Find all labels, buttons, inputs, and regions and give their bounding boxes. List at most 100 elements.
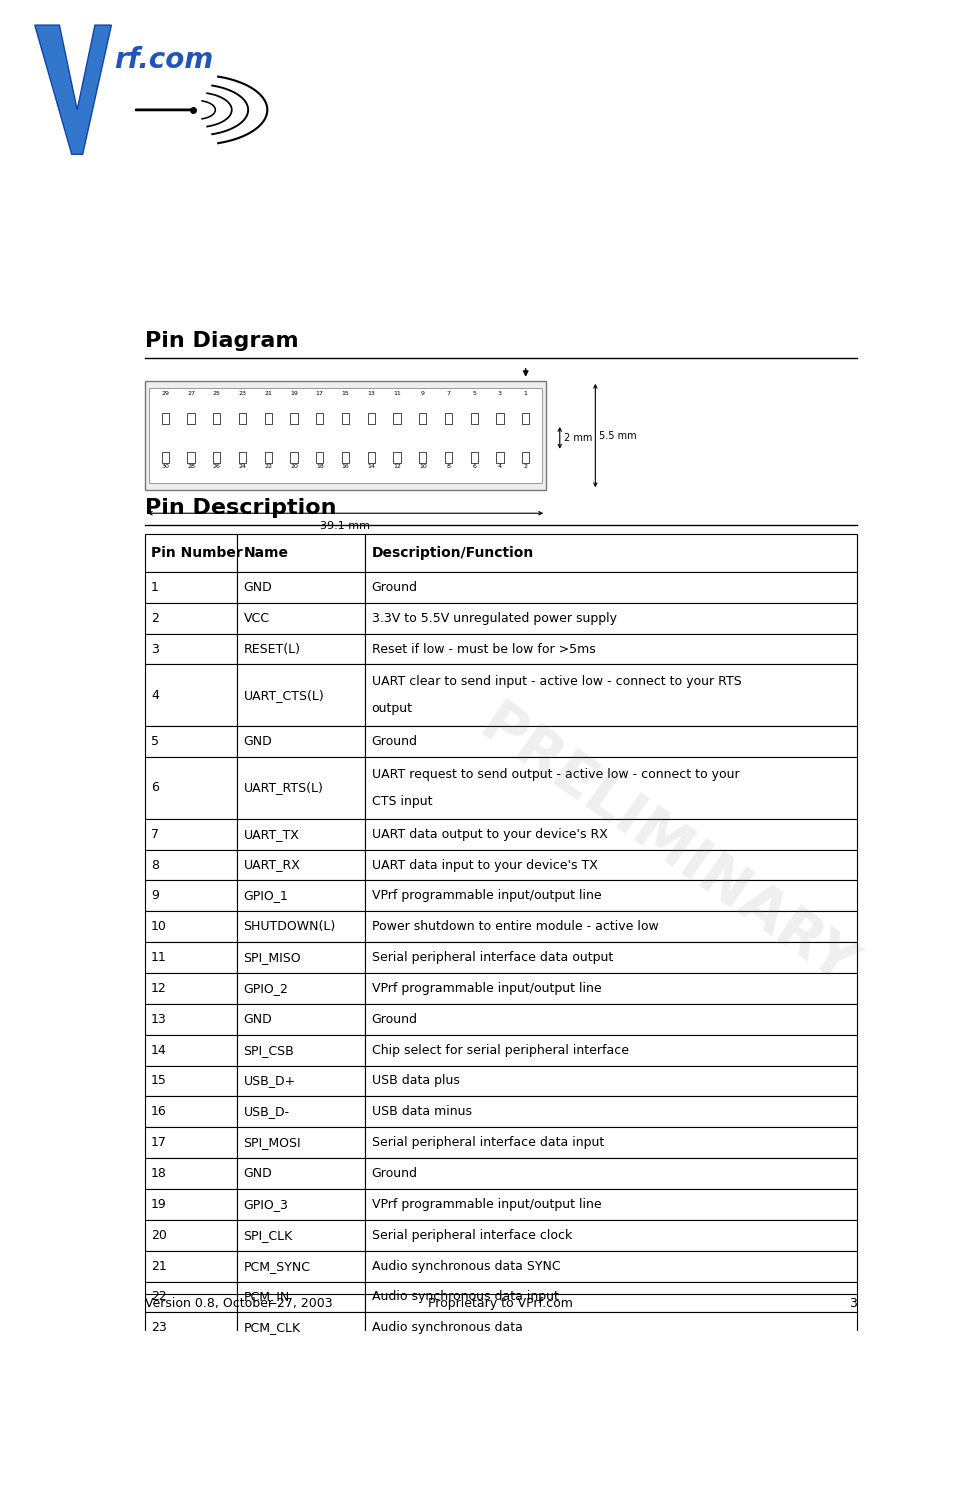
FancyBboxPatch shape: [237, 727, 365, 756]
FancyBboxPatch shape: [145, 819, 237, 849]
FancyBboxPatch shape: [365, 942, 857, 973]
Text: GPIO_1: GPIO_1: [243, 890, 288, 903]
Text: UART request to send output - active low - connect to your: UART request to send output - active low…: [371, 768, 740, 780]
FancyBboxPatch shape: [145, 1159, 237, 1189]
FancyBboxPatch shape: [365, 819, 857, 849]
FancyBboxPatch shape: [237, 881, 365, 912]
FancyBboxPatch shape: [365, 1189, 857, 1220]
Text: 21: 21: [150, 1260, 167, 1272]
Text: 23: 23: [238, 392, 246, 396]
Text: 17: 17: [316, 392, 323, 396]
Text: 3.3V to 5.5V unregulated power supply: 3.3V to 5.5V unregulated power supply: [371, 611, 616, 625]
FancyBboxPatch shape: [161, 413, 169, 425]
Text: 11: 11: [393, 392, 401, 396]
FancyBboxPatch shape: [237, 1220, 365, 1251]
Text: GND: GND: [243, 582, 273, 594]
Text: Serial peripheral interface data output: Serial peripheral interface data output: [371, 951, 613, 964]
FancyBboxPatch shape: [237, 756, 365, 819]
FancyBboxPatch shape: [522, 451, 530, 462]
Text: GND: GND: [243, 1012, 273, 1026]
FancyBboxPatch shape: [239, 451, 246, 462]
FancyBboxPatch shape: [365, 756, 857, 819]
Text: SPI_CLK: SPI_CLK: [243, 1229, 293, 1242]
Text: 19: 19: [290, 392, 298, 396]
FancyBboxPatch shape: [317, 451, 323, 462]
Text: 1: 1: [150, 582, 159, 594]
FancyBboxPatch shape: [365, 1313, 857, 1343]
Text: 16: 16: [342, 463, 350, 469]
Text: 7: 7: [150, 828, 159, 840]
Text: 22: 22: [150, 1290, 167, 1304]
FancyBboxPatch shape: [365, 602, 857, 634]
Text: 4: 4: [150, 689, 159, 701]
FancyBboxPatch shape: [145, 573, 237, 602]
Text: 20: 20: [150, 1229, 167, 1242]
FancyBboxPatch shape: [188, 451, 194, 462]
Text: 16: 16: [150, 1105, 167, 1118]
FancyBboxPatch shape: [367, 451, 375, 462]
Text: UART clear to send input - active low - connect to your RTS: UART clear to send input - active low - …: [371, 676, 742, 688]
FancyBboxPatch shape: [145, 1313, 237, 1343]
Text: RESET(L): RESET(L): [243, 643, 300, 656]
FancyBboxPatch shape: [145, 1003, 237, 1035]
FancyBboxPatch shape: [365, 1281, 857, 1313]
FancyBboxPatch shape: [145, 1281, 237, 1313]
Text: Chip select for serial peripheral interface: Chip select for serial peripheral interf…: [371, 1044, 628, 1057]
FancyBboxPatch shape: [365, 634, 857, 664]
Text: Audio synchronous data input: Audio synchronous data input: [371, 1290, 559, 1304]
FancyBboxPatch shape: [145, 534, 237, 573]
FancyBboxPatch shape: [419, 413, 426, 425]
FancyBboxPatch shape: [237, 1189, 365, 1220]
Text: 15: 15: [342, 392, 350, 396]
FancyBboxPatch shape: [445, 451, 452, 462]
FancyBboxPatch shape: [145, 912, 237, 942]
Text: GPIO_2: GPIO_2: [243, 982, 288, 996]
FancyBboxPatch shape: [188, 413, 194, 425]
FancyBboxPatch shape: [365, 1066, 857, 1096]
Text: 6: 6: [150, 782, 159, 794]
FancyBboxPatch shape: [496, 451, 503, 462]
Text: 12: 12: [150, 982, 167, 996]
Text: Pin Diagram: Pin Diagram: [145, 330, 298, 351]
FancyBboxPatch shape: [367, 413, 375, 425]
FancyBboxPatch shape: [342, 451, 349, 462]
Text: USB_D+: USB_D+: [243, 1075, 296, 1087]
FancyBboxPatch shape: [317, 413, 323, 425]
Text: 30: 30: [161, 463, 169, 469]
FancyBboxPatch shape: [445, 413, 452, 425]
FancyBboxPatch shape: [365, 664, 857, 727]
Text: 2: 2: [150, 611, 159, 625]
FancyBboxPatch shape: [365, 1220, 857, 1251]
FancyBboxPatch shape: [365, 727, 857, 756]
FancyBboxPatch shape: [365, 881, 857, 912]
Polygon shape: [35, 25, 111, 154]
FancyBboxPatch shape: [145, 381, 546, 490]
Text: Description/Function: Description/Function: [371, 546, 533, 561]
Text: GPIO_3: GPIO_3: [243, 1197, 288, 1211]
FancyBboxPatch shape: [237, 1003, 365, 1035]
Text: UART_CTS(L): UART_CTS(L): [243, 689, 324, 701]
Text: 12: 12: [393, 463, 401, 469]
Text: 1: 1: [524, 392, 528, 396]
FancyBboxPatch shape: [213, 451, 221, 462]
FancyBboxPatch shape: [237, 534, 365, 573]
Text: 6: 6: [472, 463, 476, 469]
FancyBboxPatch shape: [239, 413, 246, 425]
FancyBboxPatch shape: [213, 413, 221, 425]
FancyBboxPatch shape: [237, 849, 365, 881]
Text: 18: 18: [150, 1168, 167, 1180]
FancyBboxPatch shape: [237, 1159, 365, 1189]
FancyBboxPatch shape: [145, 942, 237, 973]
FancyBboxPatch shape: [522, 413, 530, 425]
FancyBboxPatch shape: [237, 1066, 365, 1096]
FancyBboxPatch shape: [145, 973, 237, 1003]
FancyBboxPatch shape: [145, 1066, 237, 1096]
FancyBboxPatch shape: [145, 849, 237, 881]
FancyBboxPatch shape: [265, 451, 272, 462]
FancyBboxPatch shape: [149, 387, 541, 483]
FancyBboxPatch shape: [161, 451, 169, 462]
Text: UART_TX: UART_TX: [243, 828, 299, 840]
Text: 18: 18: [316, 463, 323, 469]
FancyBboxPatch shape: [365, 849, 857, 881]
Text: VPrf programmable input/output line: VPrf programmable input/output line: [371, 890, 601, 903]
